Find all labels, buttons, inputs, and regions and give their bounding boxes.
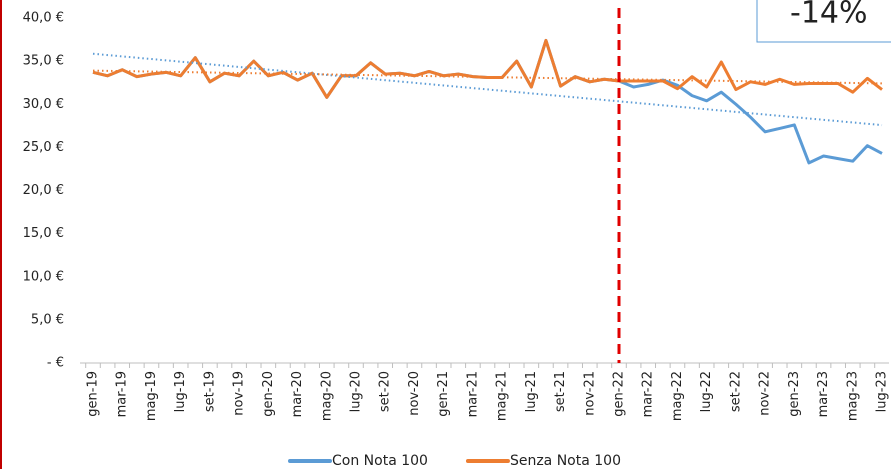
x-tick-label: mar-20 bbox=[290, 371, 305, 417]
x-tick-label: gen-20 bbox=[261, 371, 276, 417]
x-tick-label: set-21 bbox=[553, 371, 568, 412]
x-tick-label: nov-19 bbox=[232, 371, 247, 416]
x-tick-label: mar-23 bbox=[816, 371, 831, 417]
x-tick-label: lug-23 bbox=[875, 371, 890, 412]
x-tick-label: nov-22 bbox=[758, 371, 773, 416]
y-tick-label: 25,0 € bbox=[23, 140, 64, 155]
legend-label: Con Nota 100 bbox=[332, 453, 428, 469]
y-tick-label: 20,0 € bbox=[23, 183, 64, 198]
x-tick-label: gen-21 bbox=[436, 371, 451, 417]
x-tick-label: lug-22 bbox=[699, 371, 714, 412]
x-tick-label: set-20 bbox=[378, 371, 393, 412]
x-tick-label: gen-22 bbox=[612, 371, 627, 417]
x-tick-label: gen-23 bbox=[787, 371, 802, 417]
x-tick-label: mag-23 bbox=[845, 371, 860, 421]
x-tick-label: mar-22 bbox=[641, 371, 656, 417]
annotation: -14% bbox=[790, 0, 868, 31]
legend-label: Senza Nota 100 bbox=[510, 453, 621, 469]
x-tick-label: lug-19 bbox=[173, 371, 188, 412]
x-tick-label: mar-21 bbox=[465, 371, 480, 417]
trendline bbox=[92, 52, 883, 127]
x-tick-label: mar-19 bbox=[115, 371, 130, 417]
y-tick-label: 5,0 € bbox=[31, 312, 64, 327]
annotation-box bbox=[756, 0, 891, 43]
y-tick-label: 30,0 € bbox=[23, 97, 64, 112]
x-tick-label: lug-20 bbox=[349, 371, 364, 412]
x-tick-label: mag-20 bbox=[319, 371, 334, 421]
trendline bbox=[92, 69, 883, 85]
x-tick-label: nov-21 bbox=[582, 371, 597, 416]
series-line bbox=[92, 38, 883, 165]
y-tick-label: 10,0 € bbox=[23, 269, 64, 284]
x-tick-label: mag-22 bbox=[670, 371, 685, 421]
x-tick-label: set-19 bbox=[202, 371, 217, 412]
y-tick-label: - € bbox=[47, 356, 64, 371]
x-tick-label: mag-19 bbox=[144, 371, 159, 421]
y-tick-label: 15,0 € bbox=[23, 226, 64, 241]
x-tick-label: lug-21 bbox=[524, 371, 539, 412]
x-tick-label: gen-19 bbox=[86, 371, 101, 417]
x-tick-label: set-22 bbox=[728, 371, 743, 412]
y-tick-label: 40,0 € bbox=[23, 11, 64, 26]
x-tick-label: nov-20 bbox=[407, 371, 422, 416]
x-tick-label: mag-21 bbox=[495, 371, 510, 421]
y-tick-label: 35,0 € bbox=[23, 54, 64, 69]
